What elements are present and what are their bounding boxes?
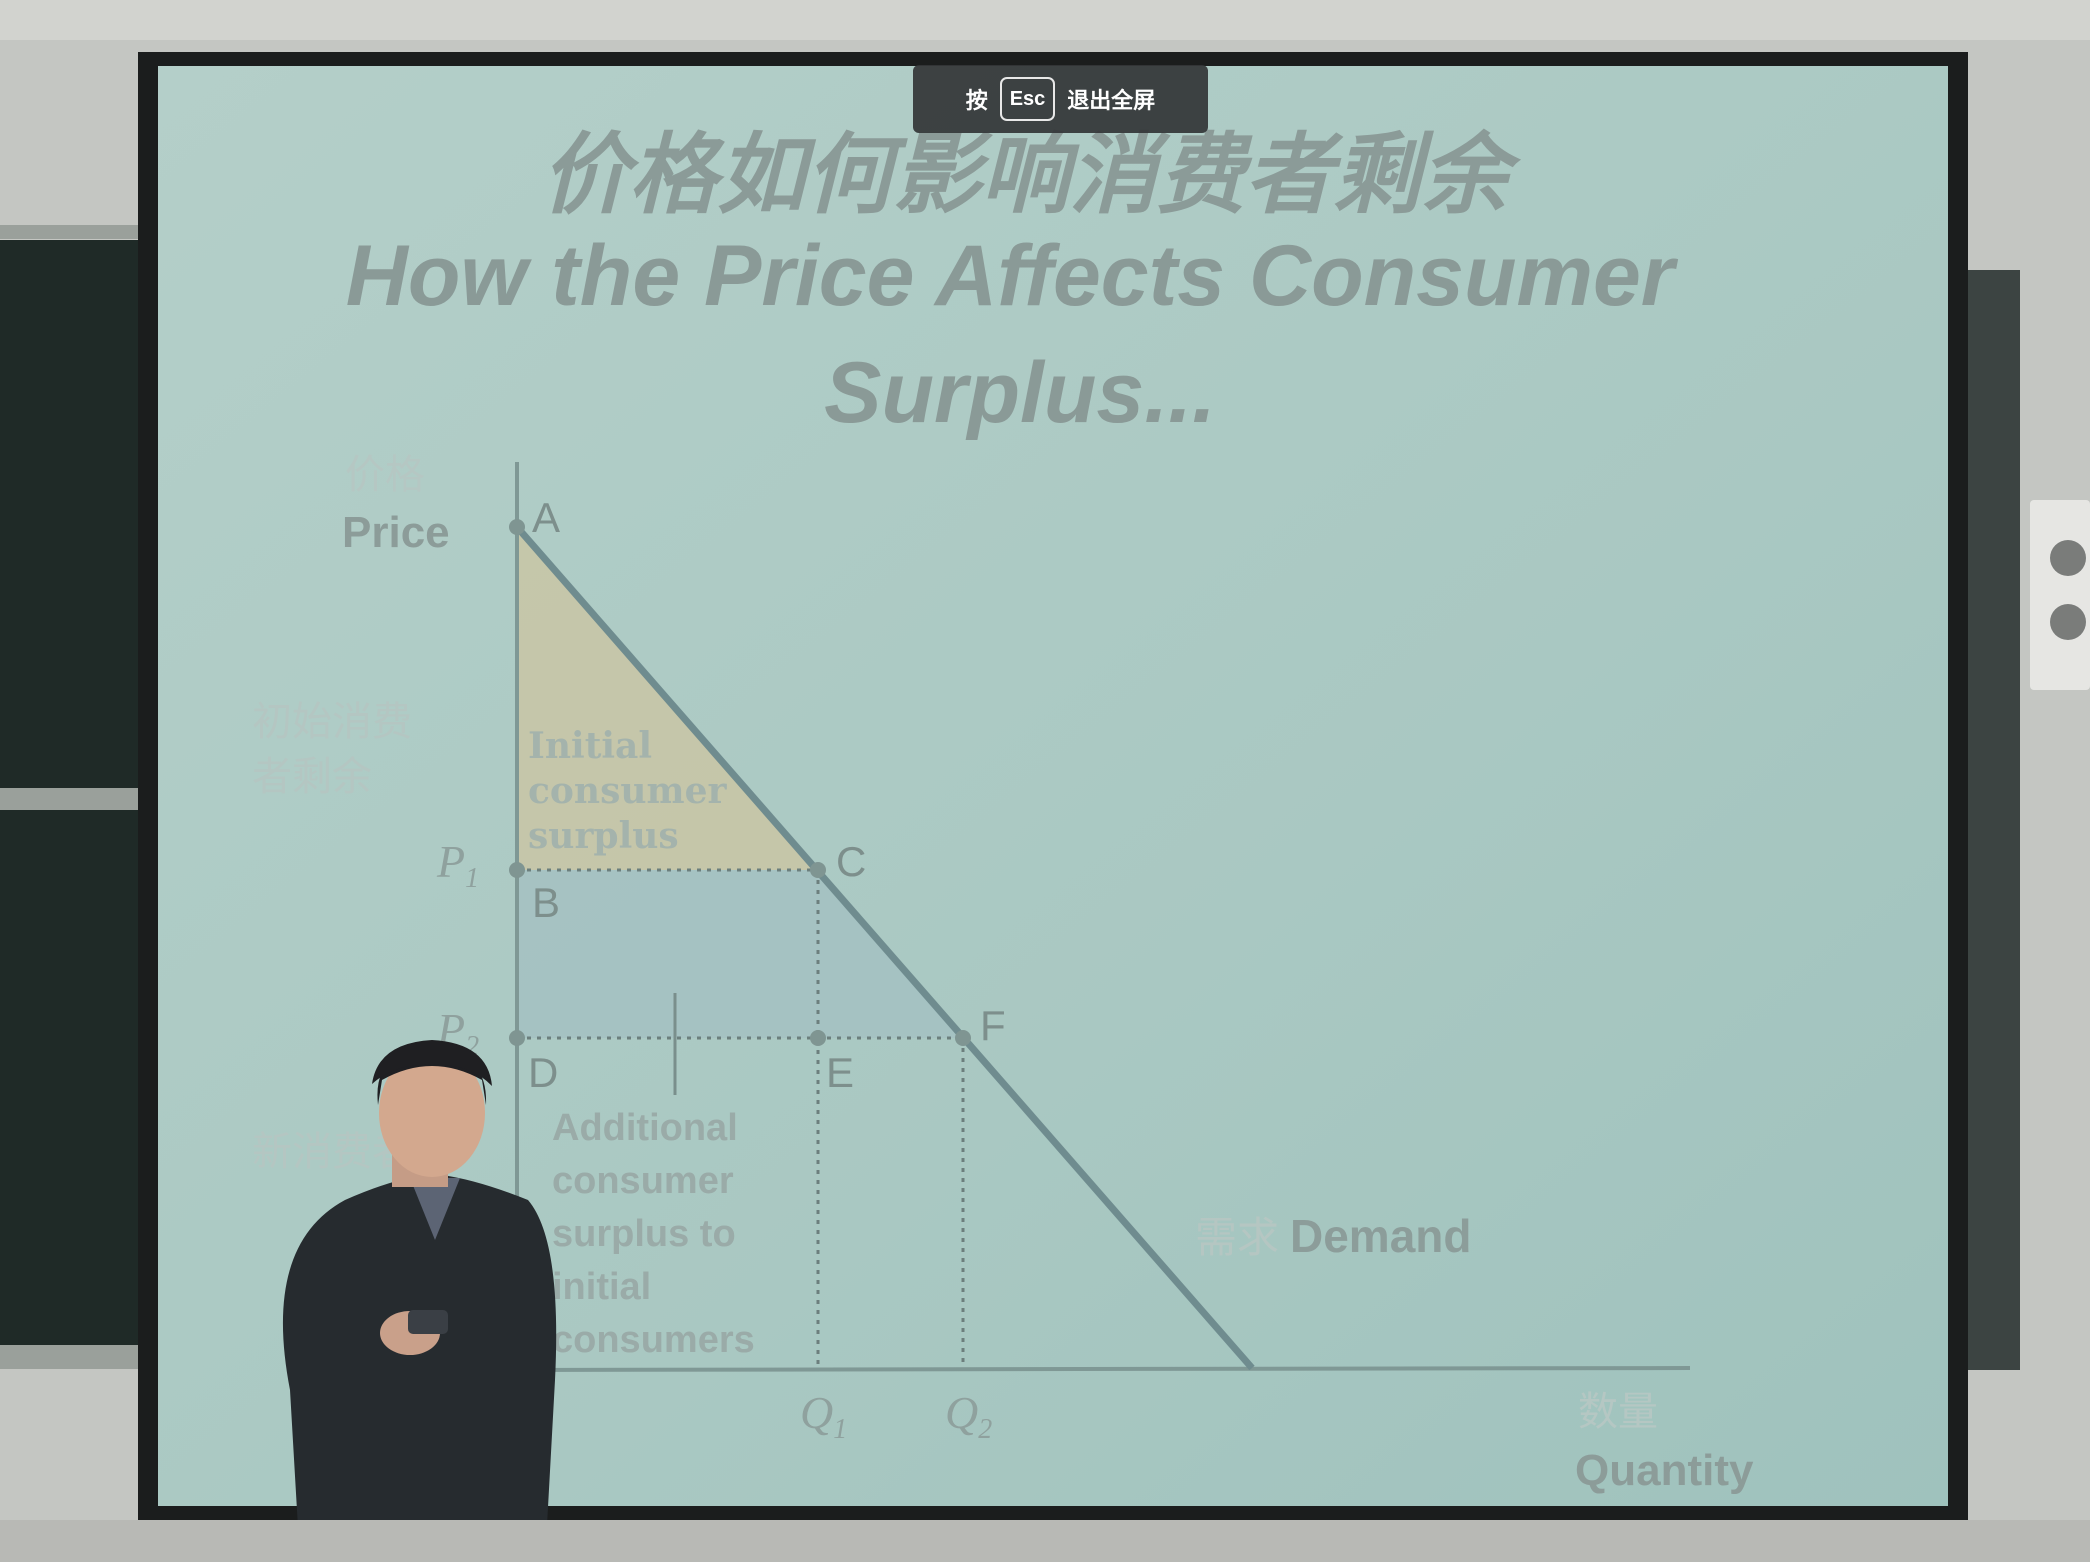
quantity-q1-label: Q1 — [800, 1387, 847, 1445]
y-axis-label-english: Price — [342, 508, 450, 557]
point-a-marker — [509, 519, 525, 535]
svg-text:consumer: consumer — [528, 770, 728, 812]
point-labels: A B C D E F — [528, 494, 1006, 1096]
toast-prefix: 按 — [965, 89, 988, 114]
svg-text:surplus to: surplus to — [552, 1213, 736, 1255]
guide-lines — [517, 868, 965, 1368]
svg-text:者剩余: 者剩余 — [252, 754, 372, 800]
slide-title-english-line2: Surplus... — [824, 345, 1216, 441]
x-axis — [516, 1366, 1691, 1372]
slide-title-chinese: 价格如何影响消费者剩余 — [541, 123, 1522, 226]
label-e: E — [826, 1049, 854, 1096]
demand-curve — [514, 524, 1255, 1371]
axis-ticks: P1 P2 Q1 Q2 — [436, 836, 992, 1445]
x-axis-label-english: Quantity — [1575, 1446, 1754, 1495]
svg-text:consumer: consumer — [552, 1160, 734, 1202]
fullscreen-exit-toast: 按 Esc 退出全屏 — [913, 65, 1208, 133]
price-p1-label: P1 — [436, 836, 479, 894]
demand-label: 需求 Demand — [1195, 1210, 1471, 1262]
x-axis-label-chinese: 数量 — [1578, 1389, 1658, 1435]
graph-points — [509, 519, 971, 1046]
lecturer — [282, 1040, 557, 1562]
point-f-marker — [955, 1030, 971, 1046]
wall-speaker — [2030, 500, 2090, 690]
label-a: A — [532, 494, 560, 541]
ceiling-strip — [0, 0, 2090, 40]
point-e-marker — [810, 1030, 826, 1046]
svg-text:Additional: Additional — [552, 1107, 738, 1149]
right-board-edge — [1965, 270, 2020, 1370]
label-c: C — [836, 838, 866, 885]
demand-label-english: Demand — [1290, 1210, 1471, 1262]
point-b-marker — [509, 862, 525, 878]
label-d: D — [528, 1049, 558, 1096]
chalkboard — [0, 225, 140, 1369]
label-b: B — [532, 879, 560, 926]
svg-text:consumers: consumers — [552, 1319, 755, 1361]
quantity-q2-label: Q2 — [945, 1387, 992, 1445]
svg-text:initial: initial — [552, 1266, 651, 1308]
slide-title-english-line1: How the Price Affects Consumer — [346, 228, 1679, 324]
svg-text:初始消费: 初始消费 — [252, 699, 412, 745]
initial-surplus-english-note: Initial consumer surplus — [528, 725, 728, 857]
initial-surplus-chinese-note: 初始消费 者剩余 — [252, 699, 412, 800]
demand-label-chinese: 需求 — [1195, 1213, 1279, 1262]
y-axis-label-chinese: 价格 — [345, 452, 425, 498]
point-c-marker — [810, 862, 826, 878]
svg-text:surplus: surplus — [528, 815, 679, 857]
floor-strip — [0, 1520, 2090, 1562]
label-f: F — [980, 1002, 1006, 1049]
additional-surplus-english-note: Additional consumer surplus to initial c… — [552, 1107, 755, 1361]
point-d-marker — [509, 1030, 525, 1046]
svg-text:Initial: Initial — [528, 725, 652, 767]
esc-key-badge: Esc — [999, 77, 1056, 121]
toast-suffix: 退出全屏 — [1067, 89, 1156, 114]
